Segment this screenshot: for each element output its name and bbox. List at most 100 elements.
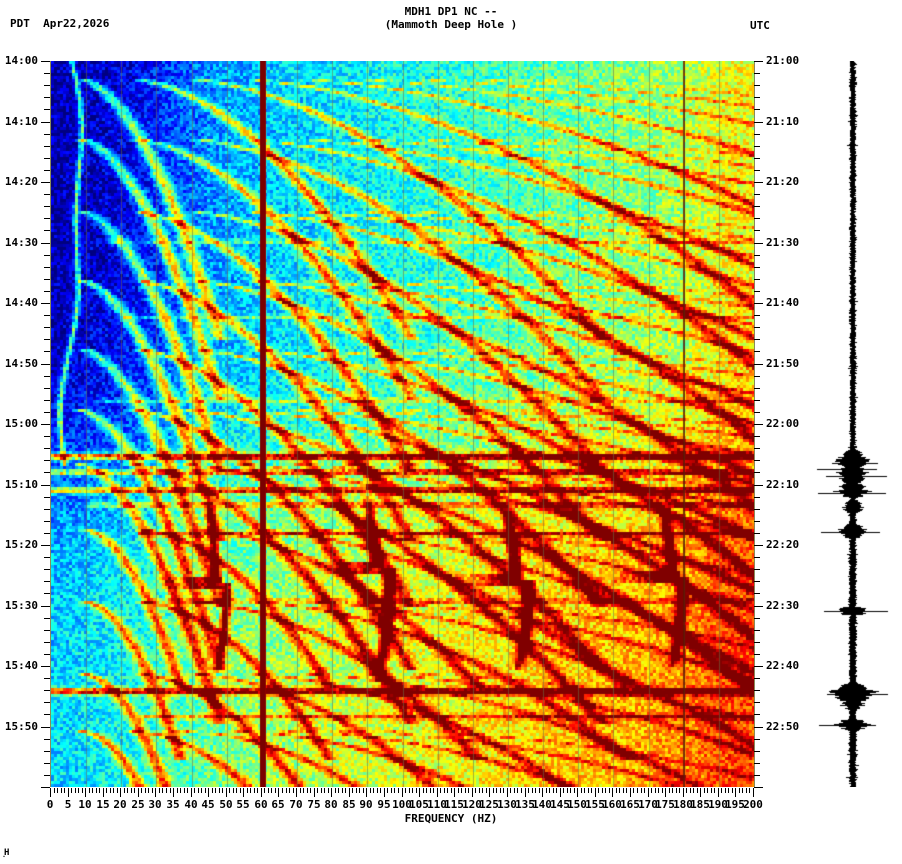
frequency-tick <box>307 788 308 793</box>
time-tick-pdt <box>44 775 50 776</box>
time-tick-pdt <box>44 630 50 631</box>
time-tick-pdt <box>44 73 50 74</box>
time-tick-pdt <box>41 61 50 62</box>
spectrogram-plot[interactable] <box>50 61 755 787</box>
frequency-tick <box>662 788 663 793</box>
frequency-tick <box>510 788 511 793</box>
time-label-utc: 21:20 <box>766 175 800 188</box>
frequency-label: 165 <box>620 798 640 811</box>
frequency-tick <box>152 788 153 793</box>
time-tick-pdt <box>41 243 50 244</box>
frequency-tick <box>321 788 322 793</box>
time-tick-utc <box>754 557 760 558</box>
time-label-utc: 22:50 <box>766 720 800 733</box>
frequency-tick <box>57 788 58 793</box>
time-tick-pdt <box>44 170 50 171</box>
frequency-tick <box>300 788 301 793</box>
time-tick-utc <box>754 581 760 582</box>
frequency-tick <box>166 788 167 793</box>
frequency-tick <box>113 788 114 793</box>
time-tick-utc <box>754 666 763 667</box>
frequency-label: 75 <box>307 798 321 811</box>
frequency-tick <box>191 788 192 797</box>
frequency-tick <box>616 788 617 793</box>
frequency-tick <box>525 788 526 797</box>
frequency-tick <box>243 788 244 797</box>
time-tick-pdt <box>44 618 50 619</box>
time-tick-utc <box>754 606 763 607</box>
frequency-label: 175 <box>655 798 675 811</box>
header-timezone-date: PDT Apr22,2026 <box>10 17 110 30</box>
time-tick-pdt <box>44 751 50 752</box>
frequency-tick <box>373 788 374 793</box>
time-tick-pdt <box>44 702 50 703</box>
time-tick-utc <box>754 364 763 365</box>
frequency-tick <box>229 788 230 793</box>
time-tick-pdt <box>44 351 50 352</box>
frequency-label: 45 <box>201 798 215 811</box>
frequency-tick <box>134 788 135 793</box>
time-tick-pdt <box>44 400 50 401</box>
frequency-tick <box>500 788 501 793</box>
time-tick-utc <box>754 424 763 425</box>
frequency-tick <box>433 788 434 793</box>
frequency-tick <box>584 788 585 793</box>
time-tick-pdt <box>44 460 50 461</box>
time-tick-pdt <box>44 315 50 316</box>
time-tick-utc <box>754 61 763 62</box>
time-tick-utc <box>754 194 760 195</box>
time-tick-utc <box>754 206 760 207</box>
time-tick-utc <box>754 339 760 340</box>
frequency-label: 80 <box>324 798 338 811</box>
frequency-label: 160 <box>602 798 622 811</box>
frequency-tick <box>630 788 631 797</box>
frequency-tick <box>454 788 455 797</box>
time-tick-utc <box>754 509 760 510</box>
time-tick-pdt <box>44 291 50 292</box>
frequency-label: 65 <box>271 798 285 811</box>
frequency-tick <box>711 788 712 793</box>
frequency-tick <box>345 788 346 793</box>
frequency-label: 110 <box>427 798 447 811</box>
time-label-utc: 21:10 <box>766 115 800 128</box>
time-tick-utc <box>754 327 760 328</box>
frequency-label: 155 <box>585 798 605 811</box>
time-tick-utc <box>754 85 760 86</box>
time-tick-pdt <box>44 109 50 110</box>
frequency-tick <box>124 788 125 793</box>
frequency-label: 40 <box>184 798 198 811</box>
time-tick-pdt <box>44 327 50 328</box>
frequency-tick <box>278 788 279 797</box>
time-tick-pdt <box>44 642 50 643</box>
frequency-tick <box>377 788 378 793</box>
frequency-tick <box>296 788 297 797</box>
time-tick-utc <box>754 303 763 304</box>
time-tick-utc <box>754 642 760 643</box>
frequency-tick <box>707 788 708 793</box>
frequency-tick <box>131 788 132 793</box>
frequency-tick <box>380 788 381 793</box>
frequency-tick <box>394 788 395 793</box>
frequency-label: 200 <box>743 798 763 811</box>
frequency-label: 30 <box>148 798 162 811</box>
frequency-tick <box>437 788 438 797</box>
time-tick-pdt <box>44 376 50 377</box>
frequency-tick <box>268 788 269 793</box>
frequency-tick <box>714 788 715 793</box>
time-tick-utc <box>754 593 760 594</box>
frequency-tick <box>567 788 568 793</box>
frequency-tick <box>236 788 237 793</box>
time-tick-utc <box>754 739 760 740</box>
time-tick-utc <box>754 170 760 171</box>
time-label-pdt: 15:30 <box>4 599 38 612</box>
frequency-label: 35 <box>166 798 180 811</box>
frequency-tick <box>528 788 529 793</box>
frequency-tick <box>398 788 399 793</box>
time-tick-pdt <box>44 533 50 534</box>
frequency-tick <box>247 788 248 793</box>
frequency-tick <box>155 788 156 797</box>
frequency-tick <box>546 788 547 793</box>
frequency-tick <box>553 788 554 793</box>
frequency-label: 120 <box>462 798 482 811</box>
